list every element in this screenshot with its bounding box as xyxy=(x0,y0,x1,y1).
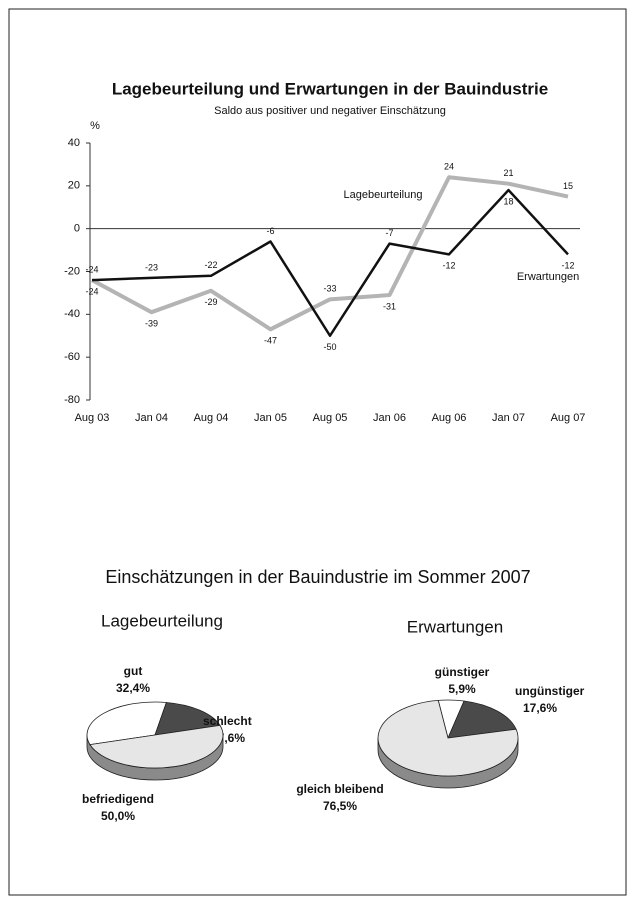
x-tick-label: Aug 05 xyxy=(313,412,348,424)
slice-value: 17,6% xyxy=(523,701,557,715)
data-label: -33 xyxy=(323,284,336,294)
x-tick-label: Jan 04 xyxy=(135,412,168,424)
x-tick-label: Jan 05 xyxy=(254,412,287,424)
x-tick-label: Aug 04 xyxy=(194,412,229,424)
y-tick-label: -60 xyxy=(64,351,80,363)
x-tick-label: Jan 06 xyxy=(373,412,406,424)
pie-slice xyxy=(447,700,517,739)
slice-label: schlecht xyxy=(203,714,252,728)
chart-subtitle: Saldo aus positiver und negativer Einsch… xyxy=(214,105,446,117)
data-label: 24 xyxy=(444,162,454,172)
data-label: 21 xyxy=(503,168,513,178)
data-label: -29 xyxy=(204,297,217,307)
y-tick-label: -40 xyxy=(64,308,80,320)
y-unit: % xyxy=(90,120,100,132)
x-tick-label: Jan 07 xyxy=(492,412,525,424)
pie-title: Lagebeurteilung xyxy=(101,611,223,630)
data-label: -7 xyxy=(385,228,393,238)
x-tick-label: Aug 06 xyxy=(432,412,467,424)
slice-label: gut xyxy=(124,664,143,678)
slice-label: befriedigend xyxy=(82,792,154,806)
data-label: -12 xyxy=(561,261,574,271)
series-annotation: Lagebeurteilung xyxy=(344,189,423,201)
y-tick-label: 40 xyxy=(68,137,80,149)
data-label: 15 xyxy=(563,181,573,191)
y-tick-label: -20 xyxy=(64,265,80,277)
pie-slice xyxy=(377,699,519,777)
data-label: -23 xyxy=(145,262,158,272)
data-label: -47 xyxy=(264,336,277,346)
slice-value: 5,9% xyxy=(448,682,476,696)
pie-slice xyxy=(86,701,167,746)
data-label: -24 xyxy=(85,286,98,296)
slice-value: 50,0% xyxy=(101,809,135,823)
data-label: -6 xyxy=(266,226,274,236)
data-label: -24 xyxy=(85,264,98,274)
slice-label: günstiger xyxy=(435,665,490,679)
y-tick-label: -80 xyxy=(64,394,80,406)
slice-value: 32,4% xyxy=(116,681,150,695)
x-tick-label: Aug 07 xyxy=(551,412,586,424)
x-tick-label: Aug 03 xyxy=(75,412,110,424)
pie-title: Erwartungen xyxy=(407,617,503,636)
data-label: -50 xyxy=(323,342,336,352)
data-label: -22 xyxy=(204,260,217,270)
series-line xyxy=(91,188,569,337)
slice-label: gleich bleibend xyxy=(296,782,383,796)
chart-title: Lagebeurteilung und Erwartungen in der B… xyxy=(112,79,548,98)
section-title: Einschätzungen in der Bauindustrie im So… xyxy=(105,567,530,587)
y-tick-label: 20 xyxy=(68,180,80,192)
series-annotation: Erwartungen xyxy=(517,271,579,283)
pie-slice xyxy=(154,702,221,736)
data-label: -31 xyxy=(383,301,396,311)
slice-value: 76,5% xyxy=(323,799,357,813)
data-label: 18 xyxy=(503,196,513,206)
data-label: -12 xyxy=(442,261,455,271)
page-border xyxy=(8,8,627,896)
y-tick-label: 0 xyxy=(74,223,80,235)
series-line xyxy=(91,175,569,332)
slice-label: ungünstiger xyxy=(515,684,585,698)
pie-slice xyxy=(89,724,224,769)
data-label: -39 xyxy=(145,319,158,329)
